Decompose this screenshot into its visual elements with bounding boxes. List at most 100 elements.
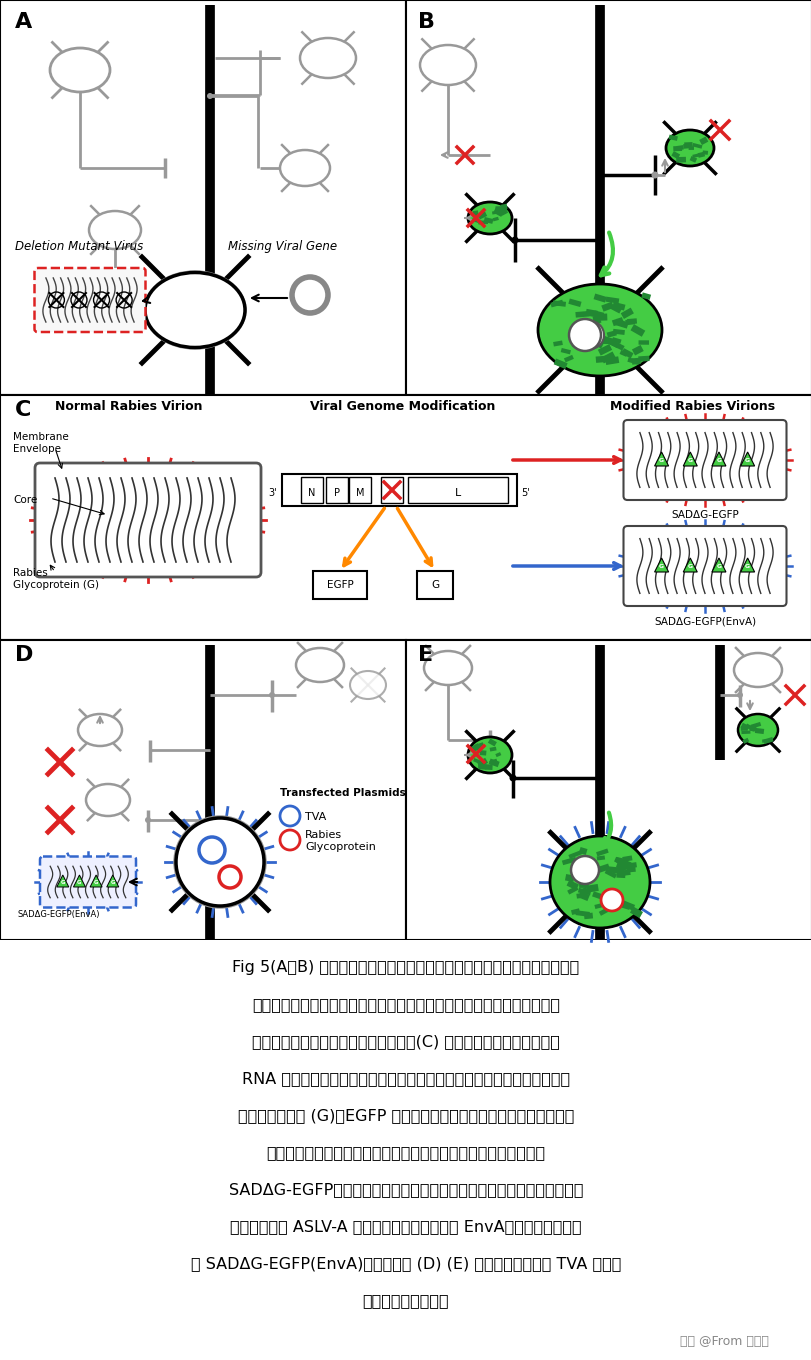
- Bar: [749, 725, 756, 732]
- Text: EGFP: EGFP: [326, 579, 353, 590]
- Text: 知乎 @From 零渡雨: 知乎 @From 零渡雨: [679, 1336, 768, 1348]
- Text: SADΔG-EGFP，右上角）或一些其他病毒的糖蛋白。在这项研究中，狂犬: SADΔG-EGFP，右上角）或一些其他病毒的糖蛋白。在这项研究中，狂犬: [229, 1182, 582, 1197]
- Bar: [552, 301, 565, 307]
- Bar: [553, 359, 567, 369]
- Bar: [550, 299, 563, 307]
- Bar: [0, 394, 811, 641]
- Bar: [641, 292, 650, 301]
- FancyBboxPatch shape: [623, 420, 786, 500]
- Bar: [478, 220, 487, 224]
- Circle shape: [569, 320, 600, 351]
- Bar: [479, 751, 486, 756]
- Text: SADΔG-EGFP: SADΔG-EGFP: [671, 510, 738, 520]
- Bar: [564, 874, 574, 883]
- Ellipse shape: [175, 817, 264, 907]
- Circle shape: [650, 171, 658, 178]
- Circle shape: [570, 855, 599, 884]
- Bar: [637, 356, 649, 362]
- Bar: [625, 865, 635, 873]
- Circle shape: [145, 817, 151, 823]
- Bar: [697, 152, 704, 158]
- Ellipse shape: [299, 38, 355, 78]
- Bar: [584, 325, 596, 336]
- Text: C: C: [15, 400, 32, 420]
- Bar: [282, 475, 517, 506]
- Bar: [594, 903, 604, 908]
- Bar: [566, 880, 578, 891]
- Bar: [631, 345, 643, 355]
- Bar: [586, 884, 598, 892]
- Text: TVA: TVA: [305, 812, 326, 821]
- Text: 入起始的细胞中，可以使得病毒传播至前一级神经元，而上级神经元中不: 入起始的细胞中，可以使得病毒传播至前一级神经元，而上级神经元中不: [251, 997, 560, 1012]
- Text: 表达这种基因，因此不能继续逆向传播(C) 狂犬病毒粒子。病毒核心由: 表达这种基因，因此不能继续逆向传播(C) 狂犬病毒粒子。病毒核心由: [251, 1034, 560, 1049]
- Bar: [620, 903, 630, 910]
- Text: 5': 5': [521, 488, 530, 498]
- Circle shape: [280, 806, 299, 826]
- Bar: [577, 888, 590, 895]
- Bar: [604, 356, 619, 364]
- Bar: [577, 891, 589, 902]
- Bar: [611, 868, 624, 874]
- Bar: [672, 146, 681, 151]
- Text: Normal Rabies Virion: Normal Rabies Virion: [55, 400, 202, 413]
- Text: 病毒是用来自 ASLV-A 的糖蛋白假型化的，称为 EnvA，这种病毒被命名: 病毒是用来自 ASLV-A 的糖蛋白假型化的，称为 EnvA，这种病毒被命名: [230, 1219, 581, 1234]
- Bar: [619, 350, 627, 356]
- Bar: [485, 764, 492, 770]
- Bar: [590, 317, 601, 326]
- Bar: [591, 891, 602, 899]
- Text: G: G: [431, 579, 439, 590]
- Circle shape: [292, 277, 328, 313]
- Bar: [629, 324, 645, 337]
- Bar: [604, 869, 616, 879]
- Bar: [473, 743, 484, 751]
- Bar: [698, 136, 707, 146]
- Bar: [471, 218, 481, 223]
- Bar: [301, 477, 323, 503]
- Bar: [611, 302, 624, 310]
- Bar: [0, 0, 406, 394]
- FancyBboxPatch shape: [35, 462, 260, 577]
- Polygon shape: [740, 452, 753, 466]
- Text: Deletion Mutant Virus: Deletion Mutant Virus: [15, 239, 143, 253]
- Bar: [615, 857, 627, 865]
- Bar: [624, 320, 634, 325]
- Ellipse shape: [538, 284, 661, 375]
- Bar: [620, 862, 631, 870]
- Circle shape: [280, 830, 299, 850]
- Text: G: G: [687, 458, 692, 464]
- Text: Transfected Plasmids: Transfected Plasmids: [280, 787, 406, 798]
- Bar: [702, 151, 707, 155]
- Text: G: G: [94, 880, 98, 885]
- Bar: [596, 855, 604, 861]
- Bar: [495, 752, 500, 758]
- Bar: [667, 135, 677, 141]
- Ellipse shape: [86, 783, 130, 816]
- Bar: [744, 724, 754, 732]
- Text: G: G: [744, 458, 749, 464]
- Text: G: G: [61, 880, 65, 885]
- Bar: [606, 330, 616, 337]
- Bar: [754, 728, 763, 734]
- Bar: [676, 146, 683, 151]
- Ellipse shape: [467, 737, 512, 772]
- Circle shape: [162, 299, 168, 305]
- Circle shape: [199, 836, 225, 864]
- Bar: [570, 908, 579, 915]
- Bar: [592, 314, 603, 321]
- Bar: [568, 850, 581, 860]
- FancyBboxPatch shape: [34, 268, 145, 332]
- Text: Modified Rabies Virions: Modified Rabies Virions: [609, 400, 775, 413]
- Bar: [603, 894, 616, 903]
- Text: Membrane
Envelope: Membrane Envelope: [13, 432, 69, 454]
- Text: G: G: [659, 564, 663, 570]
- Bar: [593, 294, 606, 302]
- Text: SADΔG-EGFP(EnvA): SADΔG-EGFP(EnvA): [653, 616, 755, 626]
- Bar: [595, 356, 607, 363]
- Ellipse shape: [549, 836, 649, 928]
- Text: G: G: [715, 458, 721, 464]
- Text: N: N: [308, 488, 315, 498]
- Bar: [568, 299, 581, 307]
- Bar: [605, 296, 619, 303]
- Text: 为 SADΔG-EGFP(EnvA)（右下）。 (D) (E) 按照这些步骤，对 TVA 表达细: 为 SADΔG-EGFP(EnvA)（右下）。 (D) (E) 按照这些步骤，对…: [191, 1257, 620, 1272]
- Bar: [499, 208, 508, 216]
